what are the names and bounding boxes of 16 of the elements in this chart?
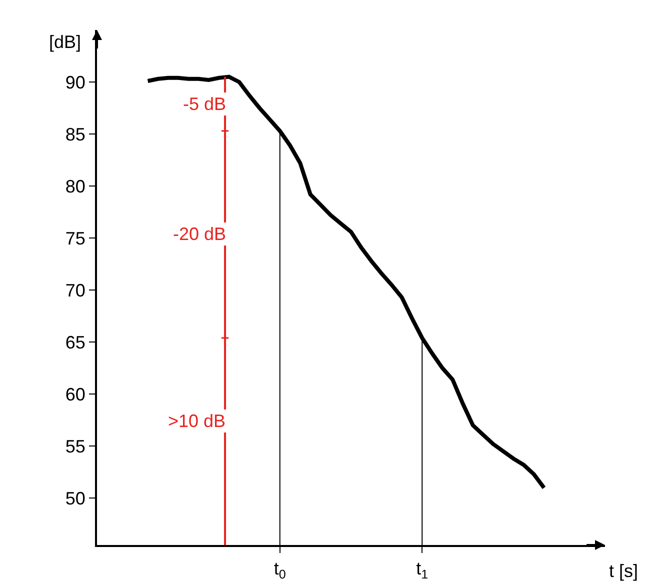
y-axis-title: [dB] <box>49 32 82 52</box>
y-tick-label: 85 <box>65 124 86 144</box>
y-tick-label: 50 <box>65 488 86 508</box>
annotation: -5 dB <box>183 94 226 114</box>
annotation: >10 dB <box>168 411 226 431</box>
y-tick-label: 55 <box>65 436 86 456</box>
y-tick-label: 65 <box>65 332 86 352</box>
annotation: -20 dB <box>173 224 226 244</box>
y-tick-label: 90 <box>65 72 86 92</box>
x-tick-label: t$_{1}$ <box>416 558 428 582</box>
x-tick-label: t$_{0}$ <box>274 558 286 582</box>
x-axis-title: t [s] <box>609 561 638 581</box>
y-tick-label: 60 <box>65 384 86 404</box>
y-tick-label: 75 <box>65 228 86 248</box>
y-tick-label: 80 <box>65 176 86 196</box>
y-tick-label: 70 <box>65 280 86 300</box>
